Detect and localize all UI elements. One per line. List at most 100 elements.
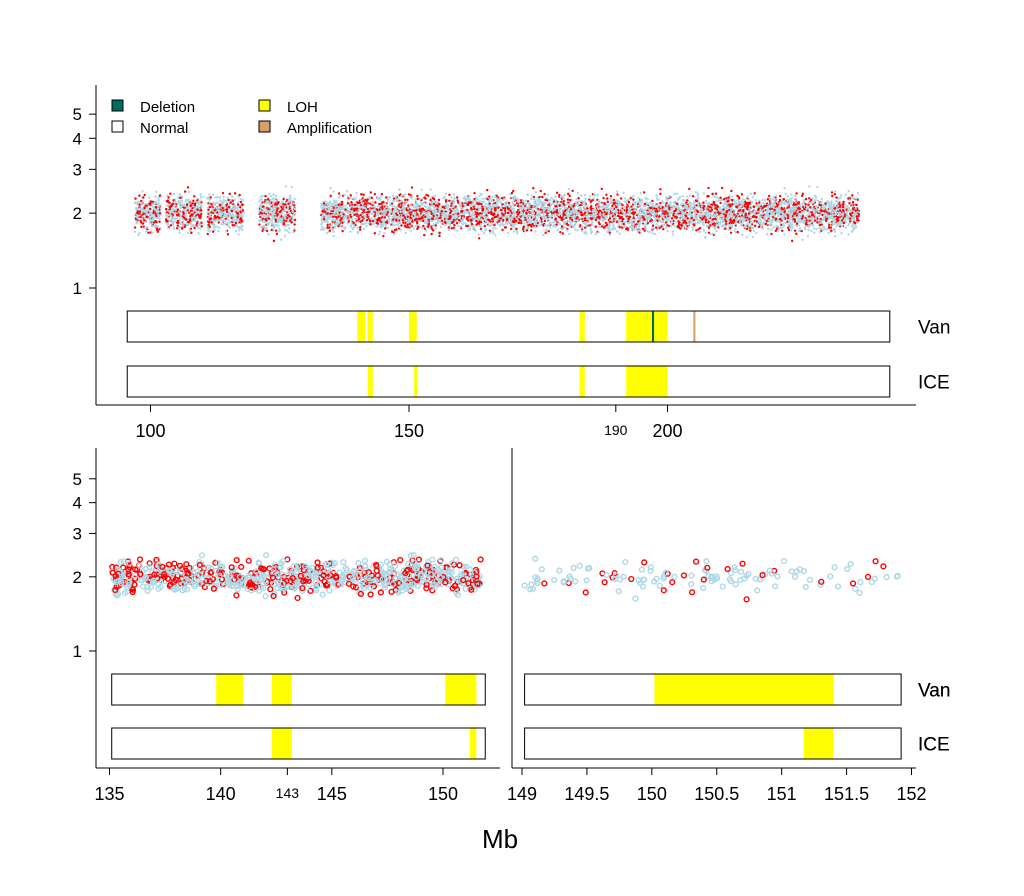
point-normal: [445, 204, 448, 207]
point-normal: [576, 229, 579, 232]
point-normal: [638, 218, 642, 221]
point-normal: [189, 222, 193, 226]
y-tick-label: 5: [73, 105, 82, 124]
point-normal: [542, 214, 545, 218]
point-normal: [391, 224, 394, 227]
point-red: [395, 213, 399, 216]
point-red: [280, 215, 283, 218]
point-red: [340, 202, 344, 206]
point-normal: [207, 228, 210, 232]
point-red: [143, 219, 146, 222]
point-normal: [536, 224, 540, 227]
point-normal: [227, 202, 231, 206]
point-normal: [346, 222, 349, 225]
point-normal: [334, 205, 338, 208]
point-normal: [167, 227, 170, 230]
point-normal: [527, 220, 530, 223]
point-normal: [227, 218, 230, 222]
point-red: [142, 212, 145, 215]
point-normal: [429, 188, 432, 191]
point-red: [448, 193, 451, 197]
point-normal: [571, 209, 574, 213]
point-normal: [615, 203, 618, 206]
point-normal: [439, 225, 443, 229]
point-normal: [437, 215, 440, 218]
point-normal: [403, 203, 407, 206]
point-red: [643, 229, 646, 232]
point-normal: [469, 221, 472, 224]
point-red: [293, 204, 296, 207]
point-normal: [264, 206, 267, 209]
point-normal: [170, 214, 173, 218]
point-normal: [345, 217, 348, 220]
point-normal: [504, 204, 507, 208]
point-normal: [283, 234, 287, 238]
point-normal: [143, 209, 146, 212]
point-red: [380, 192, 384, 196]
point-normal: [496, 198, 499, 202]
point-normal: [404, 193, 407, 196]
point-red: [191, 202, 194, 205]
point-normal: [477, 204, 480, 208]
point-normal: [200, 206, 203, 209]
point-red: [526, 208, 529, 212]
point-normal: [430, 215, 433, 218]
point-red: [331, 209, 335, 213]
point-red: [589, 200, 593, 203]
point-normal: [410, 209, 413, 212]
point-normal: [337, 221, 341, 224]
point-normal: [584, 221, 587, 224]
point-normal: [292, 213, 295, 216]
point-red: [597, 221, 601, 224]
point-red: [558, 216, 562, 219]
point-normal: [538, 202, 541, 205]
point-normal: [271, 207, 274, 210]
point-normal: [172, 226, 176, 229]
point-normal: [184, 210, 188, 214]
point-normal: [433, 209, 436, 212]
point-normal: [648, 230, 651, 234]
point-normal: [566, 229, 569, 232]
point-normal: [277, 229, 281, 233]
point-normal: [329, 187, 332, 190]
point-normal: [272, 210, 275, 214]
point-normal: [273, 226, 276, 230]
point-normal: [521, 204, 524, 207]
point-normal: [420, 204, 423, 207]
point-normal: [284, 185, 288, 188]
point-normal: [362, 227, 366, 231]
point-normal: [479, 192, 483, 196]
point-red: [608, 231, 612, 234]
point-normal: [468, 194, 471, 198]
point-red: [138, 194, 141, 197]
point-red: [530, 229, 533, 232]
point-normal: [178, 231, 181, 234]
point-normal: [390, 210, 393, 214]
point-normal: [534, 230, 537, 233]
point-normal: [476, 197, 479, 201]
point-red: [473, 207, 476, 211]
point-normal: [402, 206, 405, 209]
point-normal: [398, 217, 401, 220]
point-normal: [364, 215, 367, 218]
point-normal: [435, 210, 438, 213]
x-tick-label: 100: [135, 421, 165, 441]
point-red: [406, 208, 409, 212]
point-red: [208, 225, 211, 229]
point-normal: [145, 213, 148, 217]
point-normal: [178, 228, 181, 231]
point-normal: [266, 215, 269, 218]
point-normal: [597, 199, 601, 202]
point-normal: [223, 204, 227, 208]
point-normal: [405, 212, 409, 215]
point-normal: [491, 203, 495, 207]
point-normal: [453, 201, 456, 204]
point-red: [360, 193, 363, 196]
point-red: [143, 193, 146, 197]
point-red: [416, 220, 419, 223]
point-red: [504, 226, 508, 229]
point-red: [326, 223, 329, 227]
point-normal: [484, 216, 487, 219]
point-red: [155, 214, 158, 218]
point-red: [238, 193, 241, 197]
